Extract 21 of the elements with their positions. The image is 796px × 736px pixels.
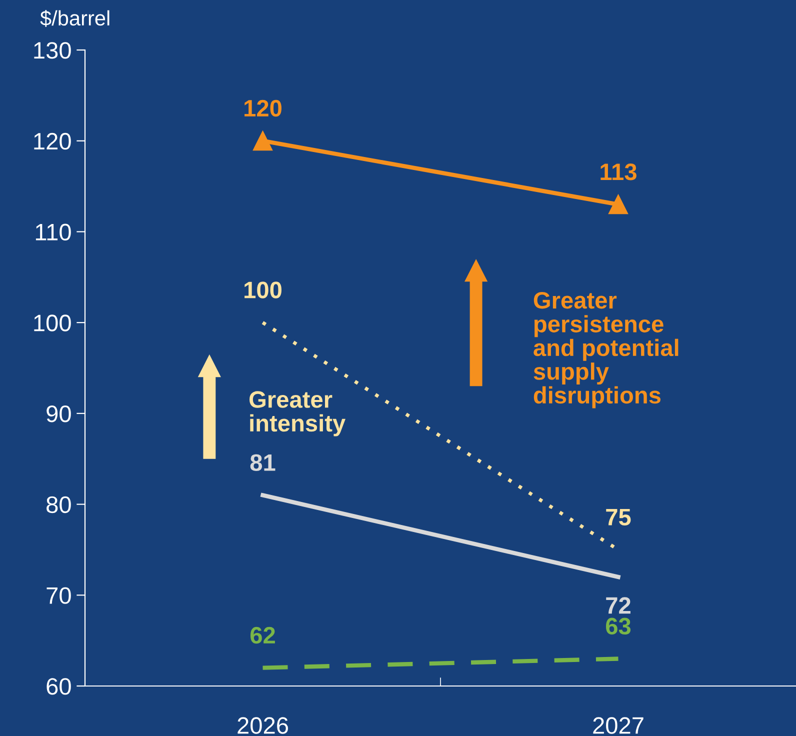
y-tick-label: 90 [46,405,71,422]
data-label: 75 [606,509,631,526]
y-tick-label: 120 [34,132,71,150]
annotation: Greater intensity [250,391,346,436]
data-label: 100 [244,282,282,298]
x-tick-label: 2026 [238,717,288,734]
y-tick-label: 70 [46,587,71,604]
data-label: 120 [244,100,282,117]
data-label: 81 [250,454,276,471]
y-tick-label: 110 [36,224,71,240]
annotation: Greater persistence and potential supply disruptions [534,292,678,408]
y-tick-label: 80 [46,496,71,514]
y-tick-label: 100 [34,314,71,332]
data-label: 113 [600,164,636,180]
x-tick-label: 2027 [593,717,644,734]
y-tick-label: 130 [34,42,71,59]
y-tick-label: 60 [46,678,71,695]
data-label: 63 [606,618,631,635]
y-axis-title: $/barrel [40,10,110,27]
data-label: 62 [250,626,275,644]
data-label: 72 [606,597,630,614]
